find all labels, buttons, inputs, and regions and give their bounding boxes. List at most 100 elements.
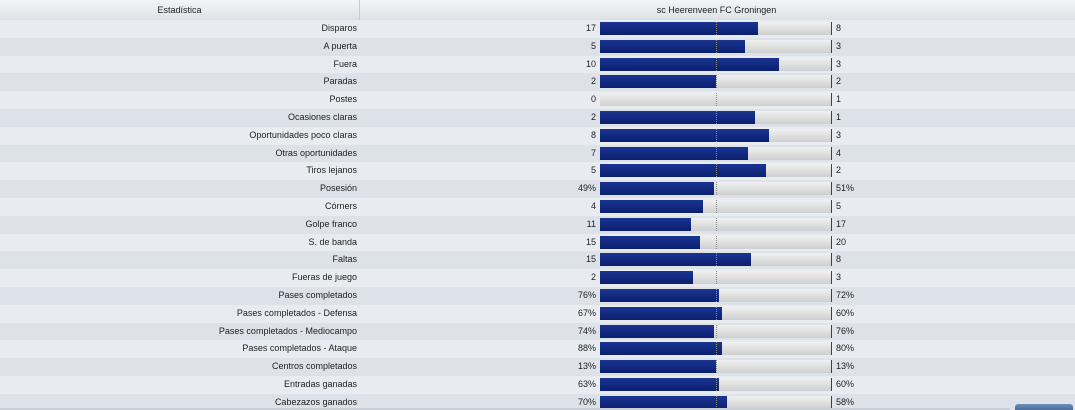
comparison-bar [600, 182, 832, 196]
stat-label: Otras oportunidades [275, 147, 357, 158]
home-value: 2 [590, 76, 596, 87]
stat-label: Paradas [323, 76, 357, 87]
midpoint-marker [716, 75, 717, 89]
home-value: 8 [590, 129, 596, 140]
stat-label: Córners [324, 200, 357, 211]
home-bar-fill [600, 288, 719, 302]
midpoint-marker [716, 342, 717, 356]
away-value: 76% [836, 325, 855, 336]
stat-label: Faltas [332, 254, 357, 265]
home-value: 76% [577, 289, 596, 300]
stat-label: Pases completados - Defensa [236, 307, 357, 318]
home-bar-fill [600, 217, 691, 231]
away-value: 5 [836, 200, 842, 211]
stat-row: Pases completados - Defensa 67% 60% [0, 304, 1075, 323]
away-value: 72% [836, 289, 855, 300]
stat-row: Córners 4 5 [0, 197, 1075, 216]
stat-label: Pases completados - Mediocampo [218, 325, 357, 336]
comparison-bar [600, 395, 832, 409]
home-bar-fill [600, 395, 727, 409]
home-team-name: sc Heerenveen [656, 5, 718, 15]
home-bar-fill [600, 75, 716, 89]
midpoint-marker [716, 199, 717, 213]
home-bar-fill [600, 253, 751, 267]
comparison-bar [600, 22, 832, 35]
midpoint-marker [716, 182, 717, 196]
stat-label: A puerta [323, 40, 357, 51]
comparison-bar [600, 342, 832, 356]
home-bar-fill [600, 110, 755, 124]
midpoint-marker [716, 146, 717, 160]
stat-row: Postes 0 1 [0, 91, 1075, 109]
midpoint-marker [716, 324, 717, 338]
home-bar-fill [600, 128, 769, 142]
stats-header: Estadística sc Heerenveen FC Groningen [0, 0, 1075, 21]
home-value: 10 [585, 58, 596, 69]
stat-label: Oportunidades poco claras [249, 129, 357, 140]
home-value: 17 [585, 23, 596, 33]
away-value: 3 [836, 58, 842, 69]
away-team-name: FC Groningen [719, 5, 777, 15]
home-bar-fill [600, 271, 693, 285]
home-bar-fill [600, 39, 745, 53]
comparison-bar [600, 164, 832, 178]
home-bar-fill [600, 57, 779, 71]
stat-label: Posesión [319, 183, 357, 194]
midpoint-marker [716, 235, 717, 249]
comparison-bar [600, 306, 832, 320]
home-value: 15 [585, 236, 596, 247]
midpoint-marker [716, 128, 717, 142]
stat-label: Ocasiones claras [287, 111, 357, 122]
home-bar-fill [600, 22, 758, 35]
home-value: 5 [590, 40, 596, 51]
home-bar-fill [600, 324, 714, 338]
home-bar-fill [600, 164, 766, 178]
comparison-bar [600, 235, 832, 249]
comparison-bar [600, 75, 832, 89]
comparison-bar [600, 324, 832, 338]
stat-row: Pases completados 76% 72% [0, 286, 1075, 305]
away-value: 3 [836, 272, 842, 283]
midpoint-marker [716, 271, 717, 285]
away-value: 17 [836, 218, 847, 229]
stat-row: Faltas 15 8 [0, 251, 1075, 270]
stat-row: Ocasiones claras 2 1 [0, 108, 1075, 127]
comparison-bar [600, 39, 832, 53]
home-value: 0 [590, 94, 596, 105]
stat-row: Posesión 49% 51% [0, 180, 1075, 198]
comparison-bar [600, 57, 832, 71]
midpoint-marker [716, 39, 717, 53]
midpoint-marker [716, 110, 717, 124]
home-value: 4 [590, 200, 596, 211]
home-bar-fill [600, 182, 714, 196]
home-value: 2 [590, 272, 596, 283]
away-value: 58% [836, 396, 855, 407]
away-value: 1 [836, 94, 842, 105]
stats-table: Disparos 17 8 A puerta 5 3 Fuera 10 3 Paradas 2 2 Po… [0, 20, 1075, 410]
panel-action-button[interactable] [1015, 404, 1073, 410]
scrollbar-track[interactable] [0, 408, 1010, 410]
away-value: 2 [836, 165, 842, 176]
home-value: 67% [577, 307, 596, 318]
comparison-bar [600, 377, 832, 391]
comparison-bar [600, 360, 832, 374]
stat-row: Otras oportunidades 7 4 [0, 144, 1075, 163]
away-value: 2 [836, 76, 842, 87]
midpoint-marker [716, 253, 717, 267]
stat-row: Disparos 17 8 [0, 20, 1075, 38]
home-bar-fill [600, 146, 748, 160]
stat-row: Centros completados 13% 13% [0, 358, 1075, 376]
stat-row: Pases completados - Ataque 88% 80% [0, 340, 1075, 359]
home-value: 5 [590, 165, 596, 176]
midpoint-marker [716, 360, 717, 374]
stat-column-header[interactable]: Estadística [0, 0, 360, 20]
stat-row: A puerta 5 3 [0, 37, 1075, 56]
stat-label: Fuera [333, 58, 357, 69]
away-value: 4 [836, 147, 842, 158]
home-bar-fill [600, 199, 703, 213]
comparison-bar [600, 217, 832, 231]
comparison-bar [600, 288, 832, 302]
comparison-bar [600, 110, 832, 124]
stat-label: Entradas ganadas [283, 378, 357, 389]
home-bar-fill [600, 360, 716, 374]
